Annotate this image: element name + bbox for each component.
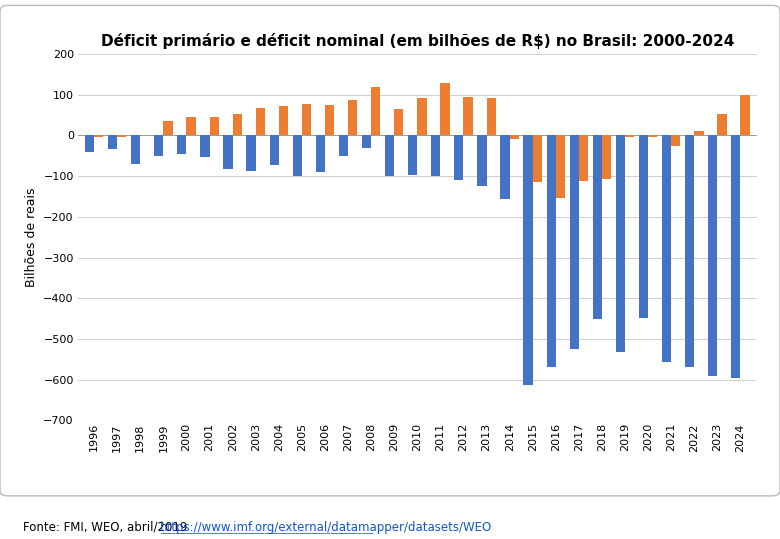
Bar — [602, 135, 612, 179]
Bar — [94, 135, 104, 137]
Bar — [200, 135, 210, 157]
Bar — [569, 135, 579, 349]
Bar — [108, 135, 117, 149]
Bar — [639, 135, 648, 318]
Bar — [523, 135, 533, 385]
Bar — [210, 117, 219, 135]
Bar — [163, 121, 172, 135]
Bar — [556, 135, 565, 198]
Bar — [394, 109, 403, 135]
Text: Fonte: FMI, WEO, abril/2019: Fonte: FMI, WEO, abril/2019 — [23, 521, 192, 534]
Bar — [625, 135, 634, 137]
Bar — [256, 108, 265, 135]
Bar — [371, 87, 381, 135]
Bar — [316, 135, 325, 172]
Bar — [325, 105, 334, 135]
Bar — [408, 135, 417, 175]
Bar — [441, 83, 449, 135]
Bar — [740, 95, 750, 135]
Bar — [708, 135, 718, 376]
Bar — [685, 135, 694, 368]
Bar — [117, 135, 126, 136]
Bar — [533, 135, 542, 182]
Bar — [278, 106, 288, 135]
Bar — [302, 103, 311, 135]
Bar — [579, 135, 588, 181]
Bar — [223, 135, 232, 169]
Bar — [417, 98, 427, 135]
Bar — [487, 98, 496, 135]
Bar — [246, 135, 256, 171]
Bar — [615, 135, 625, 351]
Bar — [186, 117, 196, 135]
Bar — [431, 135, 441, 176]
Title: Déficit primário e déficit nominal (em bilhões de R$) no Brasil: 2000-2024: Déficit primário e déficit nominal (em b… — [101, 32, 734, 49]
Bar — [154, 135, 163, 156]
Bar — [348, 100, 357, 135]
Y-axis label: Bilhões de reais: Bilhões de reais — [25, 188, 37, 287]
Bar — [270, 135, 278, 165]
Bar — [547, 135, 556, 367]
Bar — [232, 114, 242, 135]
Bar — [292, 135, 302, 176]
Bar — [477, 135, 487, 186]
Bar — [593, 135, 602, 319]
Bar — [648, 135, 658, 137]
Bar — [731, 135, 740, 378]
Bar — [463, 96, 473, 135]
Bar — [662, 135, 672, 362]
Bar — [454, 135, 463, 180]
Bar — [718, 114, 727, 135]
Bar — [501, 135, 509, 199]
Text: _______________________________________________________: ________________________________________… — [160, 525, 373, 534]
Bar — [694, 132, 704, 135]
Bar — [385, 135, 394, 176]
Bar — [509, 135, 519, 139]
Bar — [339, 135, 348, 156]
Bar — [177, 135, 186, 154]
Text: https://www.imf.org/external/datamapper/datasets/WEO: https://www.imf.org/external/datamapper/… — [160, 521, 492, 534]
Bar — [362, 135, 371, 148]
Bar — [131, 135, 140, 164]
Bar — [85, 135, 94, 153]
Bar — [672, 135, 680, 146]
